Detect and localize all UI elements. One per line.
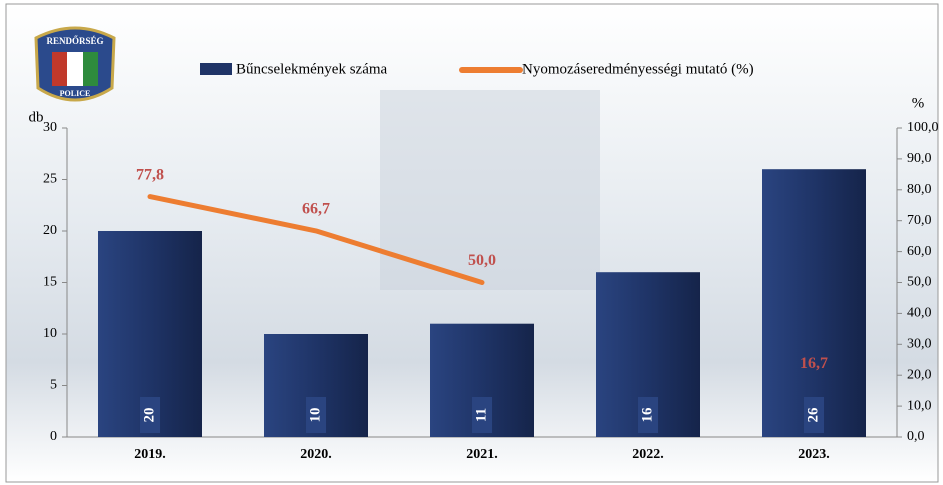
line-value-label: 50,0 [468, 252, 496, 269]
y2-tick-label: 80,0 [907, 182, 932, 197]
logo-top-text: RENDŐRSÉG [46, 36, 103, 46]
y2-tick-label: 60,0 [907, 244, 932, 259]
bar-value-label: 26 [805, 407, 821, 423]
y-axis-label: db [29, 109, 44, 125]
logo: RENDŐRSÉG POLICE [36, 28, 114, 100]
bar-value-label: 10 [307, 408, 323, 423]
bar-value-label: 20 [141, 408, 157, 423]
y-tick-label: 10 [43, 326, 57, 341]
y2-tick-label: 30,0 [907, 337, 932, 352]
y2-tick-label: 20,0 [907, 367, 932, 382]
bar-value-label: 16 [639, 407, 655, 423]
line-value-label: 66,7 [302, 201, 330, 218]
legend-label: Nyomozáseredményességi mutató (%) [522, 61, 754, 77]
x-tick-label: 2022. [632, 447, 664, 462]
chart: RENDŐRSÉG POLICE db % 0 5 10 15 20 25 30 0,0 10,… [0, 0, 943, 485]
y-tick-label: 25 [43, 172, 57, 187]
y-tick-label: 30 [43, 120, 57, 135]
x-tick-label: 2019. [134, 447, 166, 462]
line-value-label: 77,8 [136, 166, 164, 183]
y2-tick-label: 70,0 [907, 213, 932, 228]
bar-value-label: 11 [473, 408, 489, 422]
y2-axis-label: % [912, 95, 925, 111]
y-tick-label: 20 [43, 223, 57, 238]
line-value-label: 16,7 [800, 355, 828, 372]
logo-bottom-text: POLICE [60, 89, 91, 98]
x-tick-label: 2023. [798, 447, 830, 462]
legend-swatch [200, 63, 232, 75]
y2-tick-label: 10,0 [907, 398, 932, 413]
x-tick-label: 2020. [300, 447, 332, 462]
y-tick-label: 5 [50, 378, 57, 393]
y2-tick-label: 100,0 [907, 120, 939, 135]
y2-tick-label: 50,0 [907, 275, 932, 290]
y2-tick-label: 0,0 [907, 429, 925, 444]
legend-label: Bűncselekmények száma [236, 61, 388, 77]
y-tick-label: 15 [43, 275, 57, 290]
x-tick-label: 2021. [466, 447, 498, 462]
y-tick-label: 0 [50, 429, 57, 444]
y2-tick-label: 40,0 [907, 306, 932, 321]
bar [762, 169, 866, 437]
y2-tick-label: 90,0 [907, 151, 932, 166]
